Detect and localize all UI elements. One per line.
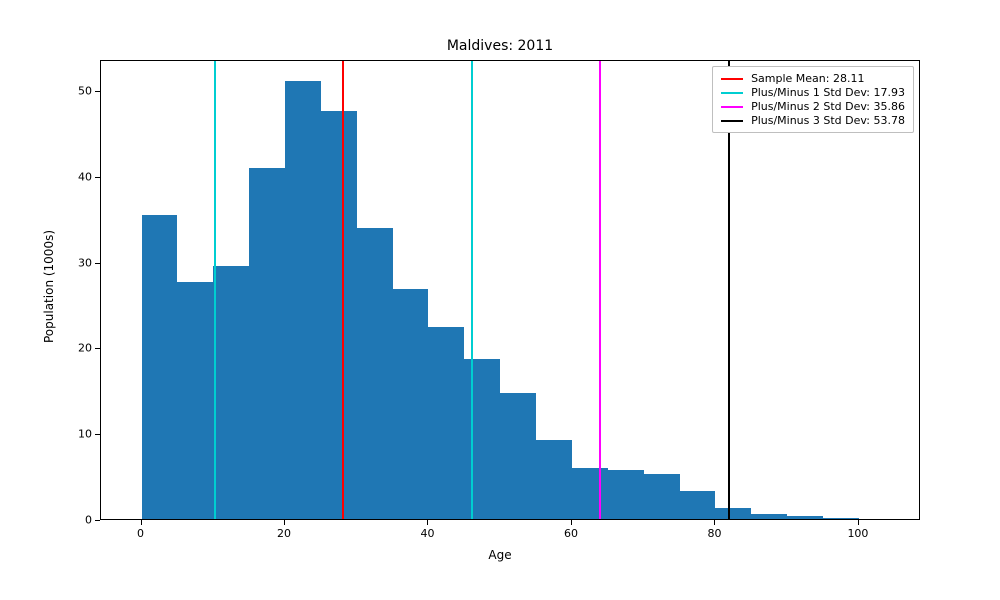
histogram-bar <box>428 327 464 519</box>
x-tick-mark <box>858 520 859 525</box>
x-tick-mark <box>427 520 428 525</box>
legend-item: Sample Mean: 28.11 <box>721 72 905 85</box>
histogram-bar <box>751 514 787 519</box>
y-tick-label: 30 <box>72 256 92 269</box>
histogram-bar <box>249 168 285 519</box>
histogram-bar <box>644 474 680 519</box>
y-tick-label: 40 <box>72 170 92 183</box>
y-tick-mark <box>95 348 100 349</box>
y-tick-mark <box>95 177 100 178</box>
legend-label: Plus/Minus 3 Std Dev: 53.78 <box>751 114 905 127</box>
histogram-bar <box>285 81 321 519</box>
legend-swatch <box>721 78 743 80</box>
legend-item: Plus/Minus 2 Std Dev: 35.86 <box>721 100 905 113</box>
histogram-bar <box>142 215 178 519</box>
legend-item: Plus/Minus 1 Std Dev: 17.93 <box>721 86 905 99</box>
x-tick-label: 60 <box>564 527 578 540</box>
y-tick-mark <box>95 434 100 435</box>
histogram-bar <box>464 359 500 519</box>
y-tick-mark <box>95 91 100 92</box>
y-tick-label: 20 <box>72 342 92 355</box>
histogram-bar <box>608 470 644 519</box>
x-tick-label: 100 <box>847 527 868 540</box>
histogram-bar <box>787 516 823 519</box>
x-tick-mark <box>571 520 572 525</box>
x-tick-label: 20 <box>277 527 291 540</box>
histogram-bar <box>357 228 393 519</box>
y-axis-label: Population (1000s) <box>42 230 56 343</box>
legend-swatch <box>721 106 743 108</box>
legend-swatch <box>721 120 743 122</box>
histogram-bar <box>823 518 859 519</box>
y-tick-label: 0 <box>72 514 92 527</box>
legend-label: Plus/Minus 2 Std Dev: 35.86 <box>751 100 905 113</box>
legend-item: Plus/Minus 3 Std Dev: 53.78 <box>721 114 905 127</box>
x-tick-label: 80 <box>707 527 721 540</box>
reference-line <box>214 61 216 519</box>
y-tick-label: 10 <box>72 428 92 441</box>
reference-line <box>471 61 473 519</box>
histogram-bar <box>536 440 572 519</box>
histogram-bar <box>321 111 357 519</box>
legend-swatch <box>721 92 743 94</box>
x-tick-mark <box>714 520 715 525</box>
legend-label: Sample Mean: 28.11 <box>751 72 864 85</box>
y-tick-mark <box>95 263 100 264</box>
x-tick-label: 0 <box>137 527 144 540</box>
histogram-bar <box>500 393 536 519</box>
reference-line <box>599 61 601 519</box>
x-tick-label: 40 <box>420 527 434 540</box>
x-axis-label: Age <box>0 548 1000 562</box>
x-tick-mark <box>284 520 285 525</box>
figure: Maldives: 2011 Population (1000s) Age 0 2… <box>0 0 1000 600</box>
chart-title: Maldives: 2011 <box>0 38 1000 54</box>
histogram-bar <box>177 282 213 519</box>
x-tick-mark <box>141 520 142 525</box>
reference-line <box>342 61 344 519</box>
legend: Sample Mean: 28.11Plus/Minus 1 Std Dev: … <box>712 66 914 133</box>
y-tick-label: 50 <box>72 84 92 97</box>
y-tick-mark <box>95 520 100 521</box>
histogram-bar <box>572 468 608 519</box>
histogram-bar <box>680 491 716 519</box>
histogram-bar <box>213 266 249 519</box>
histogram-bar <box>715 508 751 519</box>
histogram-bar <box>393 289 429 519</box>
legend-label: Plus/Minus 1 Std Dev: 17.93 <box>751 86 905 99</box>
